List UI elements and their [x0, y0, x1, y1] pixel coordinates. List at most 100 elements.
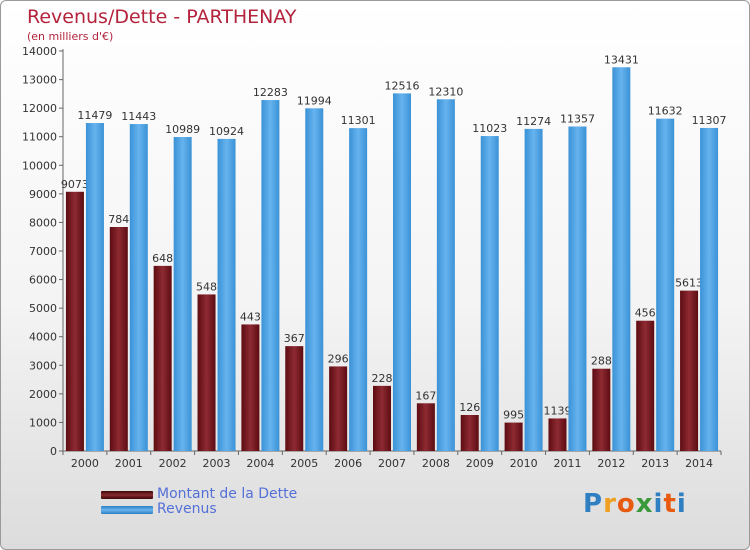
revenue-value-label: 10989	[165, 123, 200, 136]
revenue-value-label: 13431	[604, 53, 639, 66]
x-tick-label: 2002	[159, 457, 187, 470]
y-tick-label: 2000	[29, 388, 57, 401]
debt-value-label: 443	[240, 310, 261, 323]
debt-value-label: 784	[108, 213, 129, 226]
debt-bar	[285, 346, 304, 451]
x-tick-label: 2013	[641, 457, 669, 470]
revenue-value-label: 11301	[341, 114, 376, 127]
debt-value-label: 456	[635, 307, 656, 320]
proxiti-logo: Proxiti	[583, 489, 687, 519]
revenue-bar	[85, 123, 104, 452]
revenue-value-label: 11632	[648, 105, 683, 118]
logo-letter: o	[616, 489, 636, 519]
x-tick-label: 2005	[290, 457, 318, 470]
revenue-value-label: 12310	[428, 85, 463, 98]
debt-bar	[636, 320, 655, 451]
debt-bar	[373, 385, 391, 451]
x-tick-label: 2009	[466, 457, 494, 470]
logo-letter: t	[663, 489, 677, 519]
y-tick-label: 13000	[22, 74, 57, 87]
revenue-bar	[612, 67, 631, 451]
y-tick-label: 7000	[29, 245, 57, 258]
chart-title: Revenus/Dette - PARTHENAY	[27, 6, 297, 28]
debt-bar	[65, 191, 84, 451]
revenue-value-label: 11994	[297, 94, 332, 107]
y-tick-label: 5000	[29, 302, 57, 315]
x-tick-label: 2001	[115, 457, 143, 470]
y-tick-label: 9000	[29, 188, 57, 201]
logo-letter: i	[676, 489, 687, 519]
revenue-value-label: 11307	[692, 114, 727, 127]
legend-swatch-dette	[101, 491, 153, 499]
legend-label-dette: Montant de la Dette	[157, 486, 298, 502]
y-tick-label: 4000	[29, 331, 57, 344]
debt-bar	[153, 265, 172, 451]
debt-value-label: 367	[284, 332, 305, 345]
debt-bar	[241, 324, 260, 451]
x-tick-label: 2012	[597, 457, 625, 470]
revenue-bar	[261, 100, 280, 452]
debt-value-label: 167	[415, 389, 436, 402]
x-tick-label: 2004	[246, 457, 274, 470]
debt-bar	[680, 290, 699, 451]
revenue-bar	[217, 138, 236, 451]
y-tick-label: 12000	[22, 102, 57, 115]
revenue-bar	[349, 128, 368, 451]
debt-bar	[197, 294, 216, 451]
revenue-bar	[656, 118, 675, 452]
debt-value-label: 288	[591, 355, 612, 368]
debt-bar	[460, 415, 479, 451]
y-tick-label: 11000	[22, 131, 57, 144]
debt-value-label: 995	[503, 409, 524, 422]
revenue-value-label: 11023	[472, 122, 507, 135]
revenue-bar	[568, 126, 587, 451]
revenue-value-label: 10924	[209, 125, 244, 138]
debt-bar	[504, 422, 523, 451]
chart-subtitle: (en milliers d'€)	[27, 30, 114, 43]
legend-swatch-revenus	[101, 506, 153, 514]
revenue-bar	[393, 93, 411, 452]
logo-letter: r	[603, 489, 617, 519]
debt-value-label: 1139	[543, 404, 571, 417]
x-tick-label: 2008	[422, 457, 450, 470]
x-tick-label: 2010	[510, 457, 538, 470]
y-tick-label: 0	[50, 445, 57, 458]
debt-value-label: 296	[328, 352, 349, 365]
debt-bar	[329, 366, 348, 451]
revenue-value-label: 11274	[516, 115, 551, 128]
y-tick-label: 10000	[22, 159, 57, 172]
logo-letter: P	[583, 489, 604, 519]
x-tick-label: 2003	[203, 457, 231, 470]
y-tick-label: 8000	[29, 216, 57, 229]
debt-value-label: 126	[459, 401, 480, 414]
x-tick-label: 2000	[71, 457, 99, 470]
x-tick-label: 2006	[334, 457, 362, 470]
revenue-bar	[173, 137, 192, 451]
revenue-value-label: 12516	[385, 79, 420, 92]
y-tick-label: 1000	[29, 416, 57, 429]
debt-value-label: 648	[152, 252, 173, 265]
revenue-bar	[305, 108, 324, 452]
revenue-value-label: 11443	[121, 110, 156, 123]
x-tick-label: 2014	[685, 457, 713, 470]
x-tick-label: 2007	[378, 457, 406, 470]
revenue-bar	[436, 99, 455, 452]
debt-bar	[592, 368, 611, 451]
y-tick-label: 3000	[29, 359, 57, 372]
logo-letter: x	[635, 489, 654, 519]
revenue-bar	[129, 124, 148, 452]
x-tick-label: 2011	[553, 457, 581, 470]
debt-bar	[416, 403, 435, 451]
debt-value-label: 228	[372, 372, 393, 385]
y-tick-label: 6000	[29, 274, 57, 287]
debt-value-label: 5613	[675, 277, 703, 290]
debt-bar	[548, 418, 567, 451]
y-tick-label: 14000	[22, 45, 57, 58]
revenue-bar	[480, 136, 499, 452]
revenue-bar	[524, 128, 543, 451]
legend-label-revenus: Revenus	[157, 501, 217, 517]
debt-value-label: 548	[196, 280, 217, 293]
revenue-value-label: 12283	[253, 86, 288, 99]
